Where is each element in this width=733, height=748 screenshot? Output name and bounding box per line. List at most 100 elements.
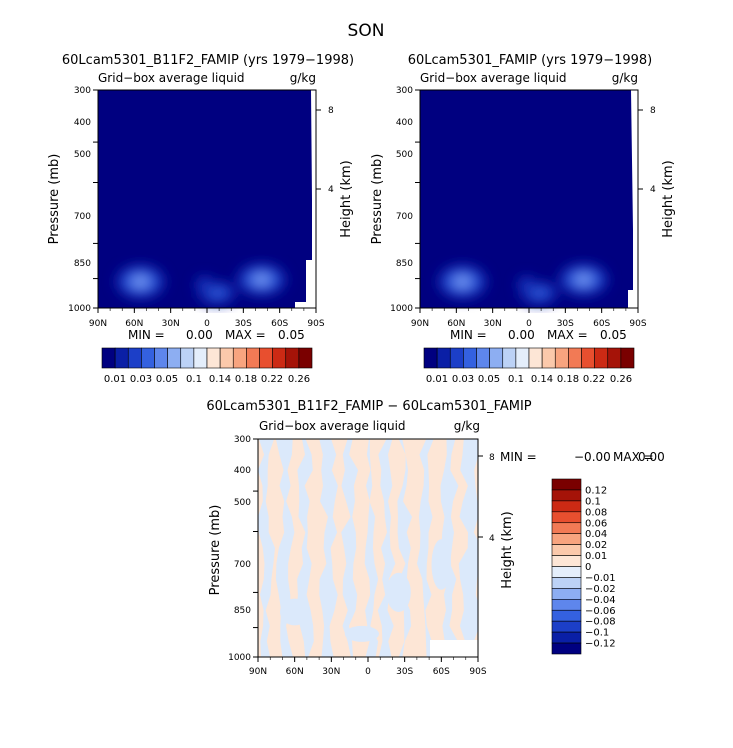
colorbar-swatch xyxy=(285,347,300,369)
y-axis-label-right: Height (km) xyxy=(500,511,515,588)
colorbar-label: 0.01 xyxy=(426,374,448,385)
colorbar-swatch xyxy=(206,347,221,369)
colorbar-swatch xyxy=(568,347,582,369)
x-tick-label: 90N xyxy=(89,319,107,329)
contour-level xyxy=(257,276,266,283)
height-tick-label: 8 xyxy=(328,106,334,116)
colorbar xyxy=(101,347,313,369)
colorbar-label: 0.05 xyxy=(156,374,178,385)
colorbar-swatch xyxy=(246,347,260,369)
x-tick-label: 0 xyxy=(204,319,210,329)
contour-level xyxy=(199,280,210,290)
height-tick-label: 8 xyxy=(650,106,656,116)
panel-subtitle-left: Grid−box average liquid xyxy=(98,71,245,85)
contour-level xyxy=(579,276,588,283)
y-axis-label: Pressure (mb) xyxy=(47,154,62,245)
colorbar-swatch xyxy=(114,347,129,369)
x-tick-label: 60N xyxy=(125,319,143,329)
panel-subtitle-right: g/kg xyxy=(454,419,480,433)
colorbar-swatch xyxy=(449,347,464,369)
difference-field xyxy=(258,439,478,657)
negative-region xyxy=(397,439,412,657)
x-tick-label: 60S xyxy=(593,319,610,329)
colorbar-label: −0.06 xyxy=(585,606,616,617)
colorbar-swatch xyxy=(127,347,142,369)
colorbar-swatch xyxy=(551,533,582,545)
x-axis: 90N 60N 30N 0 30S 60S 90S xyxy=(249,657,487,677)
colorbar-label: −0.12 xyxy=(585,639,616,650)
y-tick-label: 400 xyxy=(234,466,251,476)
colorbar-label: −0.1 xyxy=(585,628,609,639)
x-tick-label: 30S xyxy=(396,667,413,677)
colorbar-label: 0.26 xyxy=(610,374,632,385)
contour-level xyxy=(210,289,224,297)
negative-region xyxy=(319,439,338,657)
colorbar-label: 0 xyxy=(585,562,591,573)
negative-region xyxy=(280,598,310,626)
min-label: MIN = xyxy=(500,450,537,464)
panel-title: 60Lcam5301_B11F2_FAMIP − 60Lcam5301_FAMI… xyxy=(206,399,531,414)
y-axis: 300 400 500 700 850 1000 xyxy=(68,86,98,314)
x-tick-label: 30N xyxy=(162,319,180,329)
colorbar-swatch xyxy=(232,347,247,369)
negative-region xyxy=(344,625,379,642)
contour-blobs xyxy=(436,262,609,305)
colorbar-swatch xyxy=(101,347,116,369)
panel-title: 60Lcam5301_B11F2_FAMIP (yrs 1979−1998) xyxy=(62,53,354,68)
y-tick-label: 850 xyxy=(396,259,413,269)
y-tick-label: 500 xyxy=(74,150,91,160)
colorbar-swatch xyxy=(551,588,582,600)
x-tick-label: 60N xyxy=(447,319,465,329)
colorbar-swatch xyxy=(551,500,582,513)
colorbar xyxy=(423,347,635,369)
colorbar-label: 0.18 xyxy=(557,374,579,385)
colorbar-label: 0.03 xyxy=(452,374,474,385)
min-value: 0.00 xyxy=(186,328,213,342)
colorbar-label: 0.26 xyxy=(288,374,310,385)
colorbar-label: −0.08 xyxy=(585,617,616,628)
y-axis: 300 400 500 700 850 1000 xyxy=(390,86,420,314)
colorbar-label: −0.02 xyxy=(585,584,616,595)
x-tick-label: 60N xyxy=(286,667,304,677)
figure-title: SON xyxy=(348,21,385,41)
y-axis-right: 8 4 xyxy=(638,106,656,195)
colorbar-labels: 0.01 0.03 0.05 0.1 0.14 0.18 0.22 0.26 xyxy=(426,374,632,385)
min-value: −0.00 xyxy=(574,450,611,464)
negative-region xyxy=(440,439,459,657)
negative-region xyxy=(258,439,275,657)
min-label: MIN = xyxy=(450,328,487,342)
plot-area xyxy=(97,89,317,309)
contour-blobs xyxy=(114,262,287,305)
y-tick-label: 850 xyxy=(234,606,251,616)
colorbar-swatch xyxy=(463,347,477,369)
height-tick-label: 4 xyxy=(489,534,495,544)
colorbar-swatch xyxy=(551,631,582,644)
colorbar-swatch xyxy=(551,522,582,534)
max-value: 0.05 xyxy=(600,328,627,342)
y-tick-label: 300 xyxy=(74,86,91,96)
colorbar-swatch xyxy=(581,347,595,369)
height-tick-label: 8 xyxy=(489,453,495,463)
contour-level xyxy=(521,280,532,290)
colorbar-swatch xyxy=(551,566,582,578)
colorbar-swatch xyxy=(551,642,582,655)
colorbar-swatch xyxy=(167,347,182,369)
colorbar-label: −0.01 xyxy=(585,573,616,584)
missing-data-mask xyxy=(628,90,638,308)
colorbar-labels: 0.120.10.080.060.040.020.010−0.01−0.02−0… xyxy=(585,485,616,649)
colorbar-swatch xyxy=(551,609,582,622)
max-value: 0.05 xyxy=(278,328,305,342)
colorbar-labels: 0.01 0.03 0.05 0.1 0.14 0.18 0.22 0.26 xyxy=(104,374,310,385)
colorbar-label: 0.1 xyxy=(508,374,524,385)
colorbar-swatch xyxy=(528,347,543,369)
y-axis-label: Pressure (mb) xyxy=(370,154,385,245)
panel-subtitle-right: g/kg xyxy=(290,71,316,85)
x-tick-label: 30S xyxy=(557,319,574,329)
panel-subtitle-left: Grid−box average liquid xyxy=(420,71,567,85)
colorbar-label: 0.14 xyxy=(531,374,553,385)
colorbar-swatch xyxy=(141,347,155,369)
plot-area xyxy=(257,438,479,658)
colorbar-label: 0.22 xyxy=(261,374,283,385)
y-tick-label: 300 xyxy=(234,435,251,445)
